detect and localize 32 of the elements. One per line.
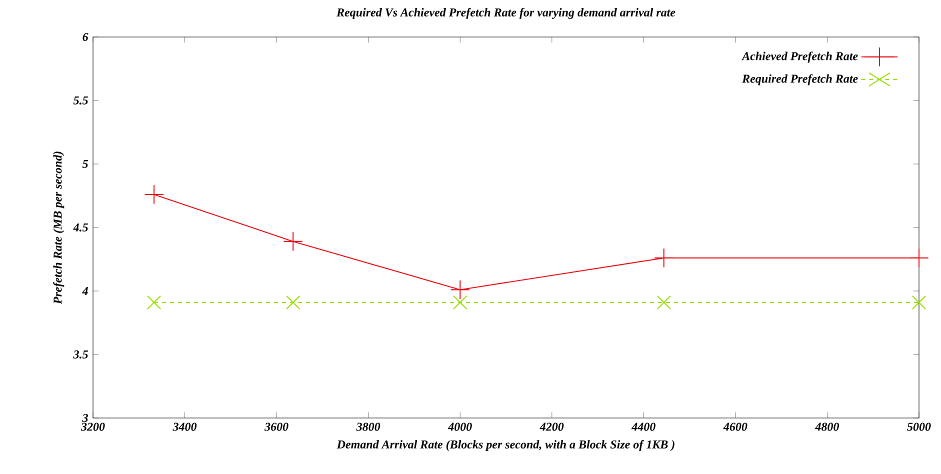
y-tick-label: 6 [82, 32, 88, 42]
y-tick-label: 4.5 [73, 223, 88, 232]
point [146, 295, 162, 310]
x-tick-label: 4600 [723, 422, 748, 431]
x-tick-label: 5000 [907, 422, 931, 431]
x-tick-label: 3400 [172, 422, 197, 431]
point [450, 280, 470, 300]
x-tick-label: 4400 [631, 422, 656, 431]
y-tick-label: 5.5 [73, 96, 88, 104]
y-tick-label: 3 [82, 414, 88, 422]
y-axis-title: Prefetch Rate (MB per second) [53, 152, 64, 304]
y-tick-label: 3.5 [73, 350, 88, 359]
point [286, 295, 300, 310]
x-tick-label: 3200 [80, 422, 105, 431]
point [144, 184, 164, 204]
y-tick-label: 4 [82, 287, 88, 295]
point [283, 232, 303, 252]
x-tick-label: 4200 [540, 422, 564, 431]
point [909, 248, 929, 268]
x-tick-label: 4800 [815, 422, 840, 431]
x-tick-label: 3800 [356, 422, 380, 431]
chart-title: Required Vs Achieved Prefetch Rate for varying demand arrival rate [336, 8, 676, 19]
legend-label: Achieved Prefetch Rate [741, 52, 858, 63]
point [654, 248, 674, 268]
x-axis-title: Demand Arrival Rate (Blocks per second, with a Block Size of 1KB ) [336, 440, 674, 451]
x-tick-label: 3600 [264, 422, 288, 431]
point [912, 295, 926, 310]
x-tick-label: 4000 [448, 422, 472, 431]
y-tick-label: 5 [82, 160, 88, 168]
legend-label: Required Prefetch Rate [742, 74, 858, 86]
point [656, 295, 671, 310]
point [452, 295, 468, 310]
